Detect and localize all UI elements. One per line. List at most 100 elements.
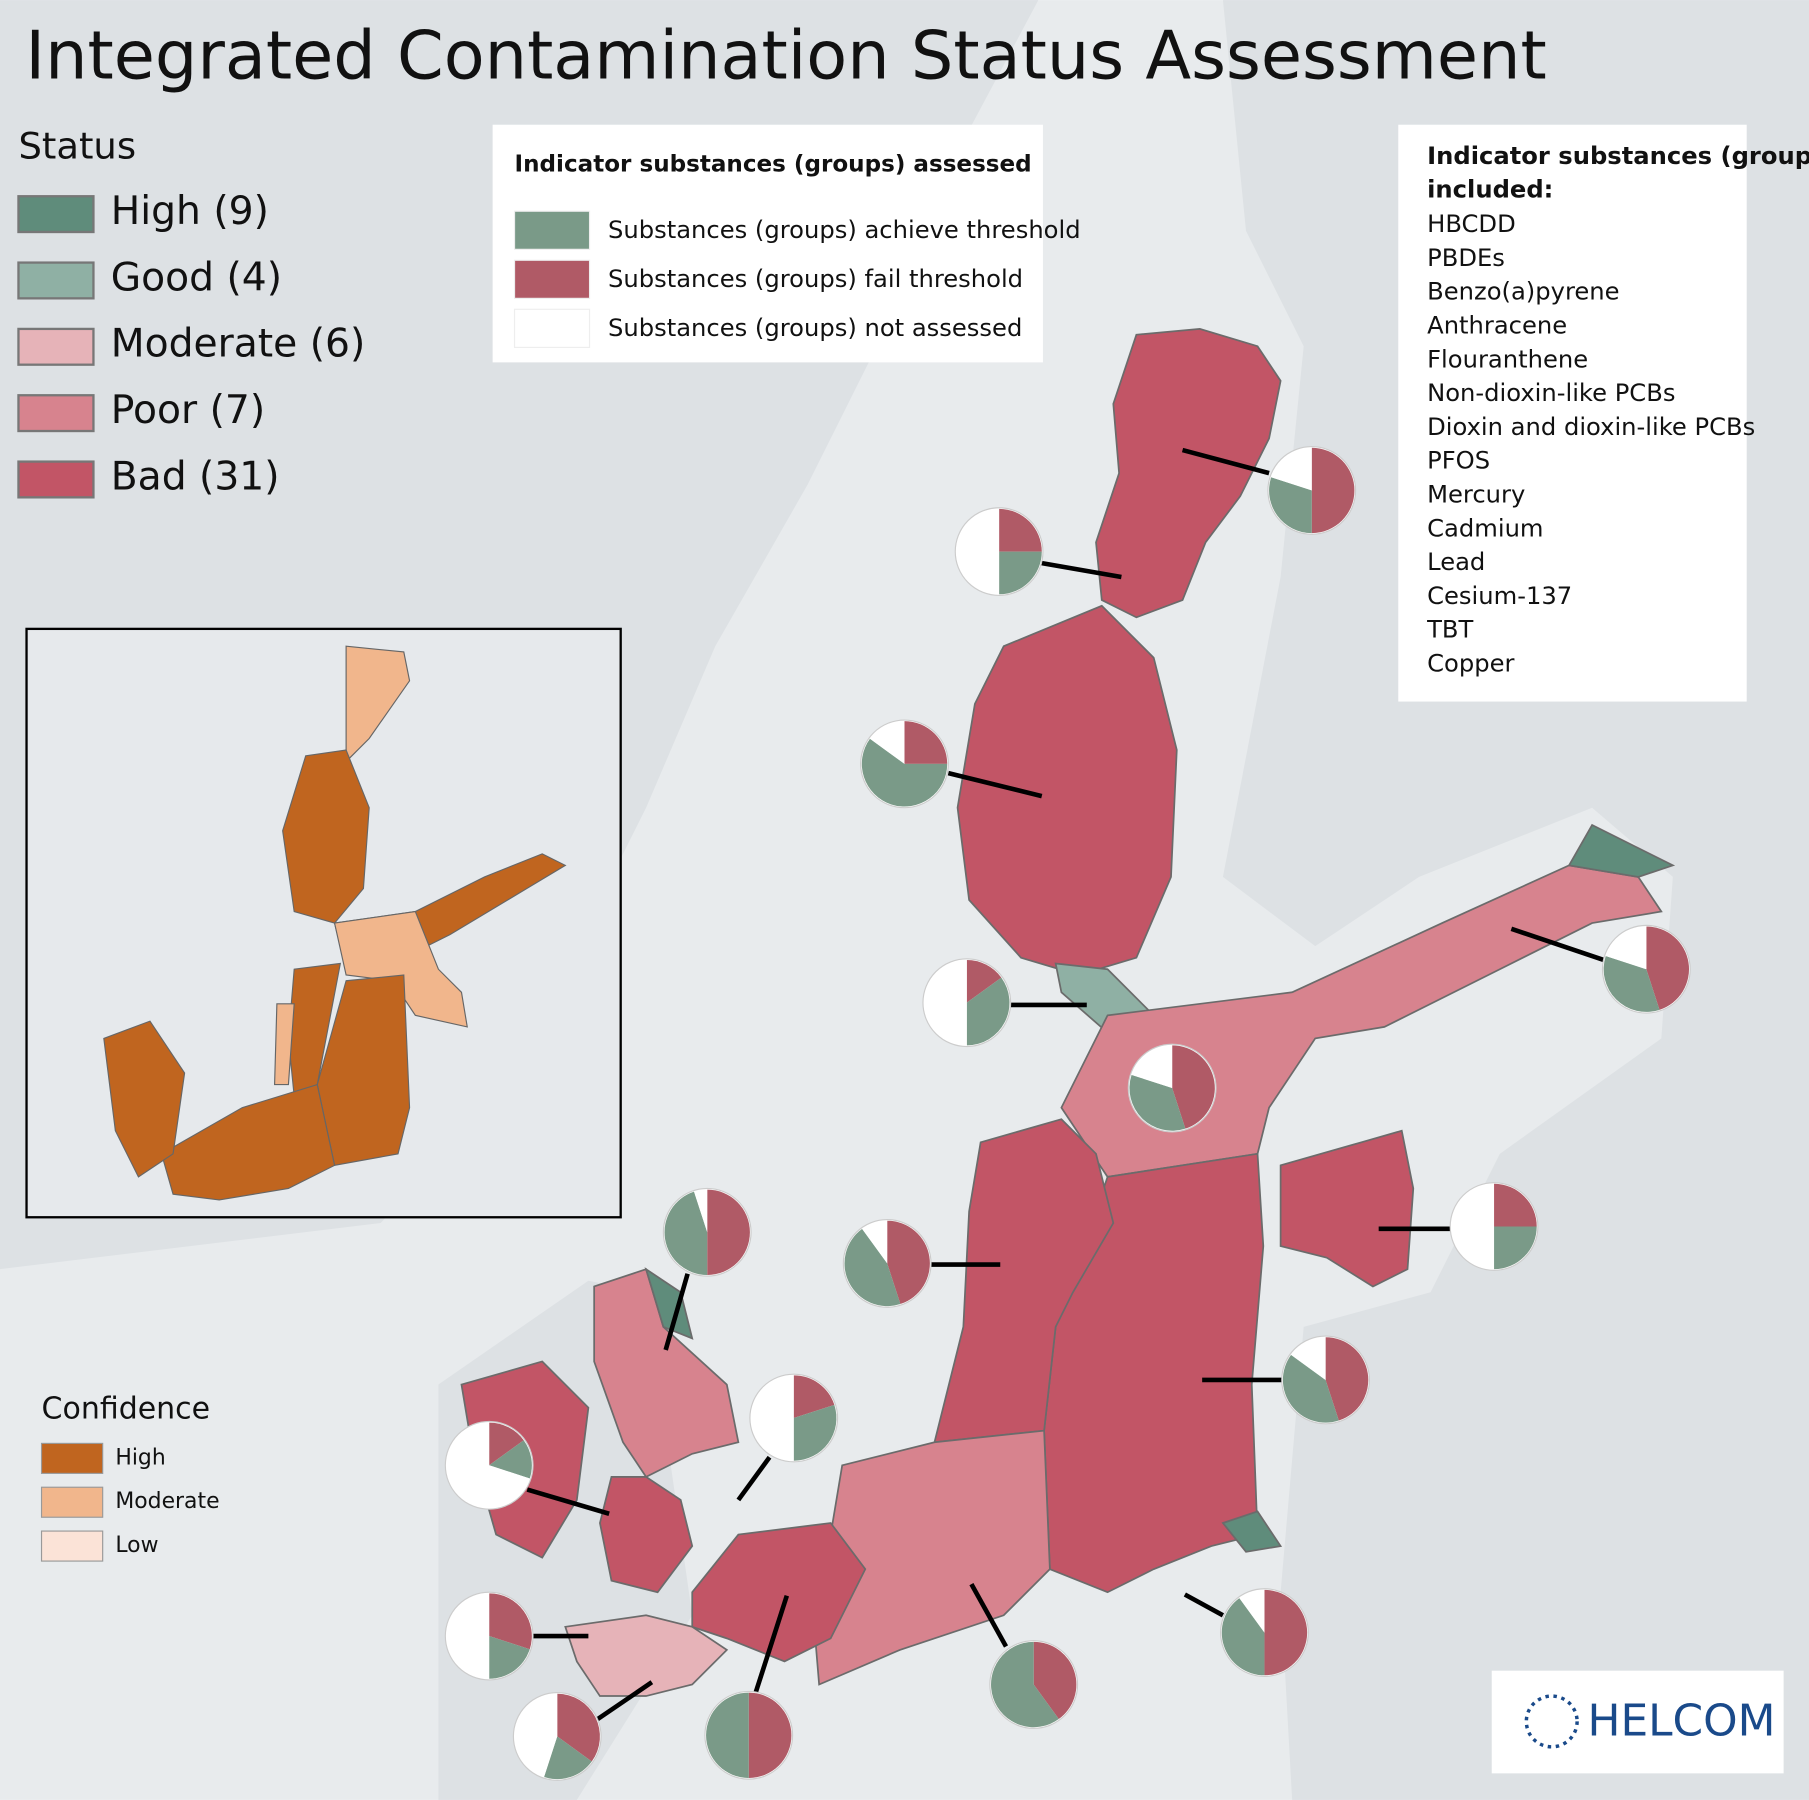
leader-line <box>753 1594 790 1694</box>
pie-slice <box>1129 1074 1186 1131</box>
pie-slice <box>557 1693 600 1762</box>
pie-slice <box>904 721 948 764</box>
substance-label: Non-dioxin-like PCBs <box>1427 379 1675 407</box>
pie-slice <box>1264 1589 1308 1676</box>
sea-regions <box>460 328 1676 1697</box>
pie-slice <box>1603 956 1660 1012</box>
pie-slice <box>1325 1337 1369 1421</box>
pie-slice <box>793 1404 837 1461</box>
logo-icon <box>1524 1694 1579 1749</box>
legend-label: Substances (groups) fail threshold <box>608 265 1023 293</box>
substance-label: Lead <box>1427 548 1485 576</box>
pie-slice <box>991 1641 1059 1728</box>
pie-slice <box>1239 1589 1265 1633</box>
pie-slice <box>861 738 948 807</box>
substance-label: HBCDD <box>1427 210 1516 238</box>
logo-box <box>1491 1670 1784 1774</box>
pie-slice <box>748 1692 792 1778</box>
title: Integrated Contamination Status Assessme… <box>25 17 1546 95</box>
pie-slice <box>446 1593 490 1679</box>
inset-region <box>345 645 411 763</box>
legend-swatch <box>17 195 95 234</box>
inset-region <box>333 910 468 1028</box>
pie-slice <box>966 977 1010 1046</box>
inset-region <box>282 749 370 924</box>
region <box>1095 328 1282 619</box>
region <box>644 1267 694 1340</box>
pie-slice <box>489 1636 530 1679</box>
pie-slice <box>869 721 905 764</box>
inset-map <box>25 627 622 1219</box>
legend-swatch <box>513 259 591 299</box>
substance-label: Cadmium <box>1427 514 1543 542</box>
leader-line <box>526 1487 610 1516</box>
legend-label: Poor (7) <box>111 388 265 433</box>
pie-slice <box>706 1692 749 1778</box>
pie-slice <box>1311 447 1355 534</box>
pie-slice <box>694 1189 708 1233</box>
pie-slice <box>1291 1337 1326 1380</box>
pie-slice <box>793 1375 835 1419</box>
pie-slice <box>1494 1226 1537 1270</box>
legend-swatch <box>40 1486 104 1518</box>
legend-swatch <box>513 308 591 348</box>
inset-region <box>103 1020 186 1178</box>
legend-swatch <box>513 210 591 250</box>
substance-label: Copper <box>1427 650 1514 678</box>
legend-label: Low <box>115 1533 158 1558</box>
pie-slice <box>514 1693 558 1778</box>
pie-slice <box>664 1191 708 1275</box>
substance-label: Flouranthene <box>1427 345 1588 373</box>
pie-slice <box>1271 447 1312 491</box>
legend-swatch <box>40 1442 104 1474</box>
pie-slice <box>1269 477 1312 534</box>
legend-swatch <box>17 460 95 499</box>
region <box>1221 1510 1283 1553</box>
inset-region <box>273 1003 295 1086</box>
pie-slice <box>1172 1045 1215 1129</box>
pie-slice <box>1494 1183 1537 1227</box>
pie-slice <box>1033 1641 1077 1720</box>
pie-slice <box>1221 1598 1265 1676</box>
pie-slice <box>862 1220 888 1264</box>
pie-slice <box>1451 1183 1495 1270</box>
legend-label: Good (4) <box>111 255 282 300</box>
substance-label: PFOS <box>1427 447 1490 475</box>
status-legend-title: Status <box>18 124 136 167</box>
pie-slice <box>446 1422 530 1508</box>
pie-slice <box>956 508 1000 595</box>
region <box>691 1522 867 1663</box>
leader-line <box>596 1680 654 1722</box>
pie-slice <box>1131 1045 1173 1089</box>
pie-slice <box>489 1440 532 1479</box>
legend-label: Moderate (6) <box>111 322 366 367</box>
region <box>564 1614 729 1697</box>
substance-label: Cesium-137 <box>1427 582 1572 610</box>
region <box>599 1475 694 1594</box>
legend-label: High (9) <box>111 189 269 234</box>
inset-region <box>160 1083 336 1201</box>
pie-slice <box>1605 926 1647 970</box>
legend-swatch <box>17 394 95 433</box>
substance-label: Mercury <box>1427 481 1525 509</box>
substance-label: Benzo(a)pyrene <box>1427 278 1619 306</box>
legend-label: Bad (31) <box>111 454 280 499</box>
region <box>1279 1129 1415 1288</box>
leader-lines <box>526 447 1605 1722</box>
pie-slice <box>924 959 967 1046</box>
pie-slice <box>844 1228 901 1307</box>
leader-line <box>736 1455 772 1502</box>
leader-line <box>1181 447 1270 476</box>
region <box>933 1118 1115 1444</box>
legend-label: Moderate <box>115 1489 219 1514</box>
indicator-legend-title: Indicator substances (groups) assessed <box>515 152 1032 178</box>
pie-slice <box>999 551 1042 595</box>
leader-line <box>947 770 1043 799</box>
legend-label: Substances (groups) not assessed <box>608 314 1022 342</box>
leader-line <box>1183 1592 1225 1618</box>
pie-slice <box>966 959 1002 1003</box>
legend-label: High <box>115 1445 165 1470</box>
pie-slice <box>489 1422 524 1466</box>
